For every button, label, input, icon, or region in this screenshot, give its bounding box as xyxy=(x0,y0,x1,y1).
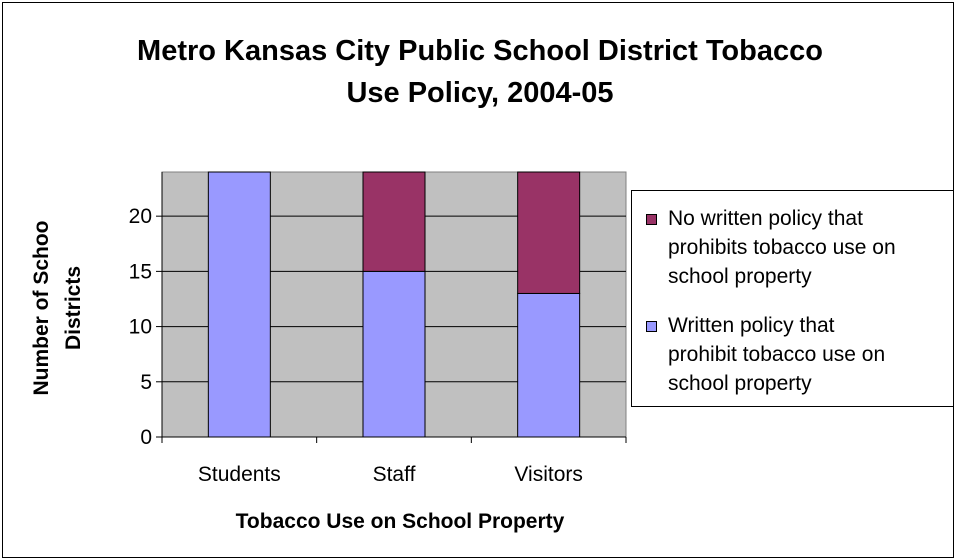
y-tick-label-20: 20 xyxy=(129,205,152,228)
y-tick-label-10: 10 xyxy=(129,316,152,339)
x-tick-label-students: Students xyxy=(198,463,281,486)
legend-label-no-policy: No written policy that prohibits tobacco… xyxy=(668,204,951,291)
y-tick-label-0: 0 xyxy=(140,426,152,449)
x-tick-label-staff: Staff xyxy=(373,463,416,486)
legend-label-written-policy-line-3: school property xyxy=(668,372,812,395)
y-axis-title-line-1: Number of Schoo xyxy=(30,220,53,395)
legend-label-no-policy-line-3: school property xyxy=(668,265,812,288)
legend-label-written-policy-line-2: prohibit tobacco use on xyxy=(668,343,886,366)
x-tick-label-visitors: Visitors xyxy=(514,463,582,486)
legend-swatch-written-policy xyxy=(646,321,657,332)
bar-staff-series-0 xyxy=(362,270,426,438)
bar-staff-series-1 xyxy=(362,171,426,272)
bar-visitors-series-0 xyxy=(517,292,581,438)
bar-visitors-series-1 xyxy=(517,171,581,294)
chart-title-line-2: Use Policy, 2004-05 xyxy=(346,77,614,109)
x-axis-title: Tobacco Use on School Property xyxy=(236,510,565,533)
legend-label-no-policy-line-1: No written policy that xyxy=(668,207,863,230)
y-tick-label-15: 15 xyxy=(129,260,152,283)
legend-label-written-policy: Written policy that prohibit tobacco use… xyxy=(668,311,951,398)
legend-label-written-policy-line-1: Written policy that xyxy=(668,314,835,337)
legend-swatch-no-policy xyxy=(646,214,657,225)
y-tick-label-5: 5 xyxy=(140,371,152,394)
chart-title-line-1: Metro Kansas City Public School District… xyxy=(137,35,823,67)
legend: No written policy that prohibits tobacco… xyxy=(631,190,954,407)
legend-label-no-policy-line-2: prohibits tobacco use on xyxy=(668,236,896,259)
chart-title: Metro Kansas City Public School District… xyxy=(60,30,900,114)
bar-students-series-0 xyxy=(207,171,271,438)
y-axis-title-line-2: Districts xyxy=(62,266,85,350)
